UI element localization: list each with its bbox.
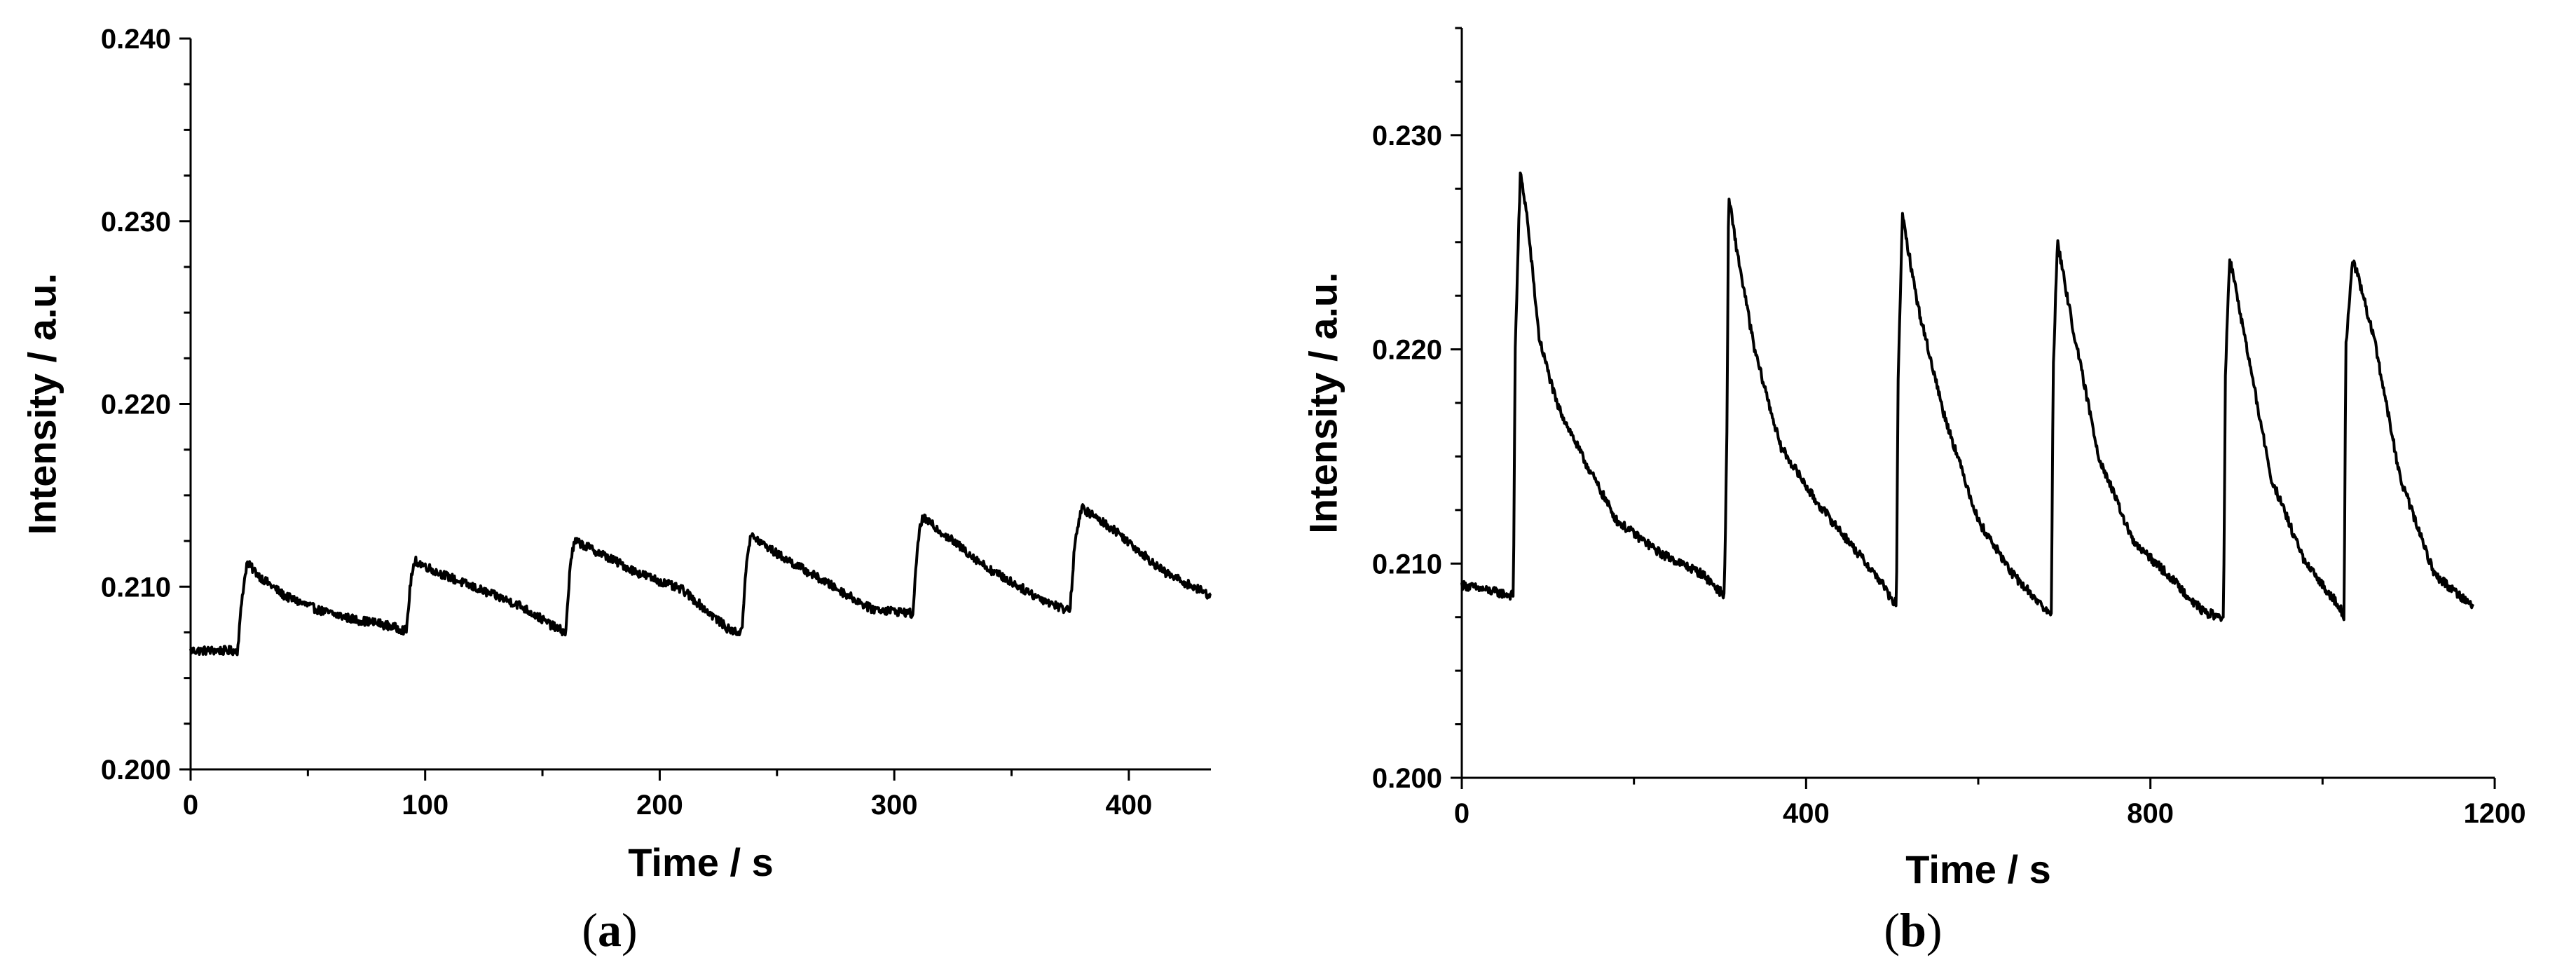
panel-label-b: (b) bbox=[1884, 903, 1942, 956]
y-tick-label: 0.200 bbox=[101, 755, 171, 786]
series-line bbox=[1460, 171, 2474, 622]
y-tick-label: 0.230 bbox=[101, 207, 171, 238]
x-axis-title: Time / s bbox=[1905, 847, 2051, 891]
x-axis-title: Time / s bbox=[628, 840, 774, 884]
chart-a: 0 100 200 300 400 0.200 0.210 0.220 0.230 0.240 Ti… bbox=[20, 24, 1212, 884]
y-tick-label: 0.230 bbox=[1372, 121, 1442, 151]
chart-b: 0 400 800 1200 0.200 0.210 0.220 0.230 Time / s I… bbox=[1301, 27, 2526, 891]
x-tick-label: 400 bbox=[1783, 798, 1830, 829]
y-tick-label: 0.220 bbox=[1372, 335, 1442, 366]
series-line bbox=[189, 503, 1212, 657]
y-axis-title: Intensity / a.u. bbox=[20, 273, 64, 535]
panel-label-a: (a) bbox=[582, 903, 637, 956]
x-tick-label: 400 bbox=[1105, 790, 1152, 821]
x-tick-label: 100 bbox=[402, 790, 448, 821]
y-tick-label: 0.200 bbox=[1372, 763, 1442, 794]
y-axis-title: Intensity / a.u. bbox=[1301, 272, 1345, 533]
x-tick-label: 0 bbox=[183, 790, 198, 821]
x-tick-label: 300 bbox=[871, 790, 918, 821]
y-tick-label: 0.220 bbox=[101, 390, 171, 420]
x-tick-label: 1200 bbox=[2464, 798, 2526, 829]
y-tick-label: 0.240 bbox=[101, 24, 171, 55]
y-tick-label: 0.210 bbox=[1372, 549, 1442, 579]
x-tick-label: 200 bbox=[636, 790, 683, 821]
y-tick-label: 0.210 bbox=[101, 572, 171, 603]
x-tick-label: 800 bbox=[2127, 798, 2174, 829]
x-tick-label: 0 bbox=[1454, 798, 1469, 829]
